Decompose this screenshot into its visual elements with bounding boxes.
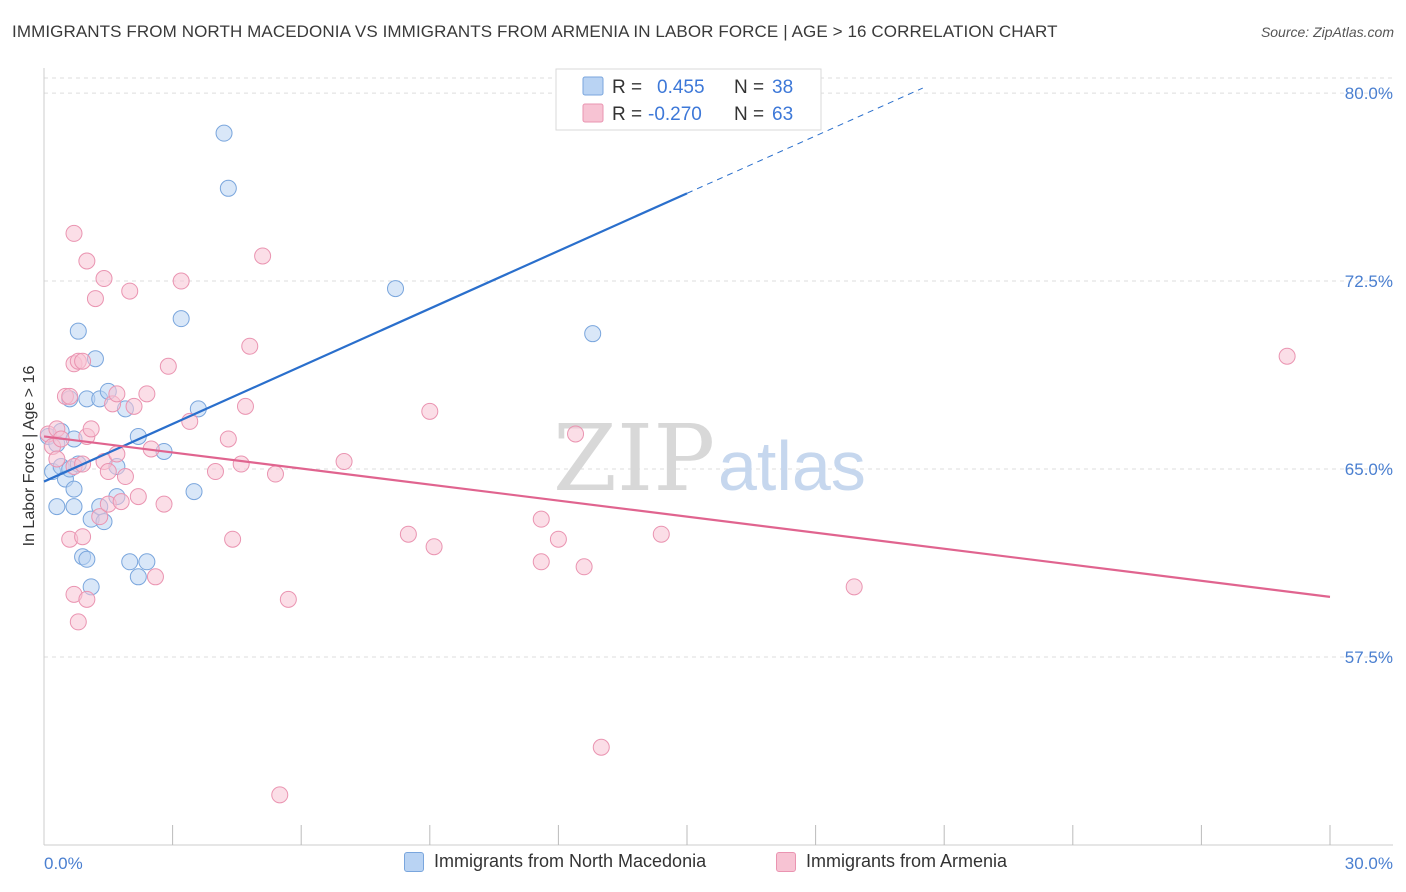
- point-armenia: [61, 387, 79, 405]
- point-armenia: [532, 553, 550, 571]
- point-armenia: [86, 290, 104, 308]
- point-north-macedonia: [121, 553, 139, 571]
- legend-r-label-blue: R =: [612, 77, 642, 98]
- legend-label-north-macedonia: Immigrants from North Macedonia: [434, 851, 707, 871]
- correlation-legend: R = 0.455 N = 38 R = -0.270 N = 63: [555, 68, 822, 131]
- legend-swatch-armenia: [776, 851, 796, 872]
- legend-item-armenia: Immigrants from Armenia: [776, 851, 1007, 872]
- legend-r-label-pink: R =: [612, 104, 642, 125]
- point-north-macedonia: [219, 179, 237, 197]
- grid-lines: [44, 77, 1395, 658]
- point-north-macedonia: [65, 480, 83, 498]
- legend-swatch-pink: [582, 103, 604, 123]
- point-armenia: [155, 495, 173, 513]
- point-armenia: [74, 352, 92, 370]
- source-credit: Source: ZipAtlas.com: [1260, 24, 1394, 40]
- x-tick-label: 30.0%: [1345, 854, 1393, 873]
- trend-lines: [43, 87, 1331, 598]
- point-armenia: [279, 590, 297, 608]
- legend-n-label-pink: N =: [734, 104, 764, 125]
- point-north-macedonia: [65, 498, 83, 516]
- point-armenia: [271, 786, 289, 804]
- watermark: ZIP atlas: [553, 405, 866, 512]
- point-armenia: [74, 528, 92, 546]
- point-armenia: [82, 420, 100, 438]
- point-armenia: [99, 463, 117, 481]
- point-armenia: [652, 525, 670, 543]
- chart-title: IMMIGRANTS FROM NORTH MACEDONIA VS IMMIG…: [12, 22, 1058, 41]
- point-armenia: [172, 272, 190, 290]
- point-armenia: [224, 530, 242, 548]
- point-armenia: [146, 568, 164, 586]
- point-north-macedonia: [69, 322, 87, 340]
- point-armenia: [125, 397, 143, 415]
- legend-r-value-blue: 0.455: [657, 77, 705, 98]
- point-armenia: [1278, 347, 1296, 365]
- legend-n-value-blue: 38: [772, 77, 793, 98]
- y-tick-label: 72.5%: [1345, 272, 1393, 291]
- point-armenia: [69, 613, 87, 631]
- point-armenia: [116, 468, 134, 486]
- legend-item-north-macedonia: Immigrants from North Macedonia: [404, 851, 706, 872]
- point-armenia: [575, 558, 593, 576]
- legend-label-armenia: Immigrants from Armenia: [806, 851, 1008, 871]
- point-armenia: [532, 510, 550, 528]
- point-armenia: [236, 397, 254, 415]
- x-tick-label: 0.0%: [44, 854, 83, 873]
- point-armenia: [241, 337, 259, 355]
- trend-line-north-macedonia: [43, 192, 688, 483]
- point-armenia: [65, 224, 83, 242]
- point-armenia: [78, 252, 96, 270]
- point-north-macedonia: [172, 310, 190, 328]
- trend-line-armenia: [43, 435, 1331, 598]
- point-armenia: [592, 738, 610, 756]
- point-armenia: [567, 425, 585, 443]
- point-north-macedonia: [215, 124, 233, 142]
- point-north-macedonia: [138, 553, 156, 571]
- point-north-macedonia: [387, 280, 405, 298]
- watermark-atlas: atlas: [718, 427, 866, 505]
- watermark-zip: ZIP: [553, 405, 715, 512]
- point-armenia: [159, 357, 177, 375]
- point-north-macedonia: [48, 498, 66, 516]
- point-armenia: [421, 402, 439, 420]
- point-armenia: [219, 430, 237, 448]
- point-armenia: [91, 508, 109, 526]
- y-tick-label: 80.0%: [1345, 84, 1393, 103]
- point-armenia: [425, 538, 443, 556]
- point-north-macedonia: [185, 483, 203, 501]
- point-armenia: [399, 525, 417, 543]
- point-armenia: [266, 465, 284, 483]
- point-armenia: [129, 488, 147, 506]
- point-north-macedonia: [584, 325, 602, 343]
- y-tick-label: 57.5%: [1345, 648, 1393, 667]
- axes: 57.5% 65.0% 72.5% 80.0% 0.0% 30.0%: [43, 68, 1393, 873]
- point-north-macedonia: [78, 550, 96, 568]
- point-armenia: [232, 455, 250, 473]
- legend-r-value-pink: -0.270: [648, 104, 702, 125]
- legend-swatch-north-macedonia: [404, 851, 424, 872]
- point-armenia: [108, 385, 126, 403]
- legend-swatch-blue: [582, 76, 604, 96]
- point-armenia: [138, 385, 156, 403]
- y-axis-label: In Labor Force | Age > 16: [21, 366, 38, 547]
- point-armenia: [95, 270, 113, 288]
- data-points: [39, 124, 1296, 804]
- legend-n-value-pink: 63: [772, 104, 793, 125]
- legend-n-label-blue: N =: [734, 77, 764, 98]
- point-armenia: [48, 450, 66, 468]
- point-armenia: [549, 530, 567, 548]
- point-armenia: [121, 282, 139, 300]
- point-armenia: [335, 453, 353, 471]
- point-armenia: [206, 463, 224, 481]
- point-north-macedonia: [129, 568, 147, 586]
- y-tick-label: 65.0%: [1345, 460, 1393, 479]
- point-armenia: [845, 578, 863, 596]
- point-armenia: [112, 493, 130, 511]
- point-armenia: [78, 590, 96, 608]
- point-armenia: [254, 247, 272, 265]
